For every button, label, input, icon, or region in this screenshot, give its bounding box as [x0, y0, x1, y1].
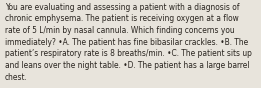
Text: You are evaluating and assessing a patient with a diagnosis of
chronic emphysema: You are evaluating and assessing a patie… — [5, 3, 252, 82]
